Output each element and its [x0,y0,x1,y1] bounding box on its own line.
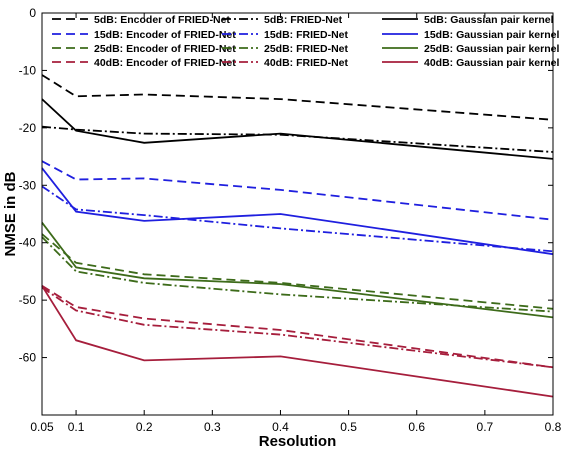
series-line [41,285,554,398]
x-tick-label: 0.1 [68,420,85,434]
y-tick-label: -40 [19,236,37,250]
legend-label: 5dB: Gaussian pair kernel [424,14,554,26]
legend-label: 40dB: Encoder of FRIED-Net [94,57,236,69]
x-tick-label: 0.5 [340,420,357,434]
y-tick-label: 0 [29,6,36,20]
y-tick-label: -60 [19,351,37,365]
legend-label: 5dB: Encoder of FRIED-Net [94,14,230,26]
x-tick-label: 0.4 [272,420,289,434]
legend-label: 15dB: Gaussian pair kernel [424,29,559,41]
series-line [41,74,554,121]
legend-label: 15dB: Encoder of FRIED-Net [94,29,236,41]
y-tick-label: -50 [19,293,37,307]
series-line [41,236,554,313]
x-axis-label: Resolution [259,433,337,450]
legend-label: 25dB: FRIED-Net [264,43,349,55]
series-line [41,160,554,221]
legend-label: 15dB: FRIED-Net [264,29,349,41]
legend-label: 40dB: FRIED-Net [264,57,349,69]
x-tick-label: 0.6 [408,420,425,434]
axis-ticks: 0.05 0.1 0.2 0.3 0.4 0.5 0.6 0.7 0.8 0 -10 -20 -30 -4… [19,6,562,434]
legend: 5dB: Encoder of FRIED-Net 15dB: Encoder o… [52,14,559,69]
series-line [41,222,554,319]
y-tick-label: -30 [19,178,37,192]
y-tick-label: -10 [19,63,37,77]
series-line [41,286,554,369]
y-axis-label: NMSE in dB [2,171,19,256]
legend-label: 25dB: Encoder of FRIED-Net [94,43,236,55]
x-tick-label: 0.7 [477,420,494,434]
series-line [41,98,554,160]
legend-label: 25dB: Gaussian pair kernel [424,43,559,55]
x-tick-label: 0.2 [136,420,153,434]
x-tick-label: 0.8 [545,420,562,434]
series-line [41,185,554,253]
x-tick-label: 0.05 [30,420,54,434]
series-lines [41,74,554,398]
y-tick-label: -20 [19,121,37,135]
legend-label: 5dB: FRIED-Net [264,14,343,26]
series-line [41,125,554,153]
x-tick-label: 0.3 [204,420,221,434]
legend-label: 40dB: Gaussian pair kernel [424,57,559,69]
series-line [41,167,554,256]
series-line [41,285,554,369]
plot-frame [41,12,554,416]
